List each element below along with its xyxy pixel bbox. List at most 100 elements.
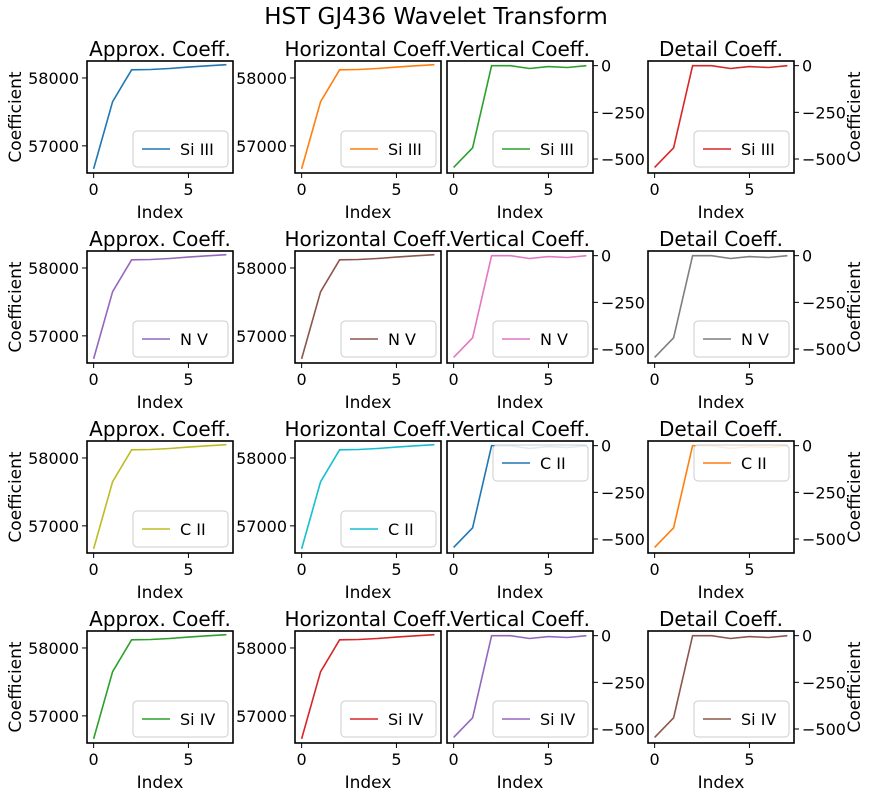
legend-label: Si III xyxy=(388,140,422,159)
series-line xyxy=(92,63,227,170)
subplot-title: Detail Coeff. xyxy=(659,607,783,631)
plot-frame xyxy=(86,250,234,364)
legend-label: N V xyxy=(388,330,416,349)
legend: C II xyxy=(693,444,790,482)
subplot-2-2: Horizontal Coeff. 0 5 Index 57000 58000 N V xyxy=(236,227,451,413)
x-axis-label: Index xyxy=(497,203,544,223)
legend-box xyxy=(693,700,790,738)
series-line xyxy=(453,254,587,358)
legend-label: N V xyxy=(180,330,208,349)
legend: Si IV xyxy=(340,700,437,738)
series-line xyxy=(654,634,788,738)
y-tick-label: 57000 xyxy=(236,327,287,346)
legend-label: Si III xyxy=(741,140,775,159)
plot-frame xyxy=(86,440,234,554)
x-axis-label: Index xyxy=(345,203,392,223)
subplot-4-1: Approx. Coeff. 0 5 Index 57000 58000Coefficie… xyxy=(6,607,234,793)
legend: Si IV xyxy=(132,700,229,738)
legend: Si III xyxy=(693,130,790,168)
series-line xyxy=(300,253,435,360)
y-axis-label: Coefficient xyxy=(6,71,26,162)
legend: Si III xyxy=(492,130,589,168)
legend-label: Si IV xyxy=(540,710,575,729)
series-line xyxy=(300,443,435,550)
subplot-3-2: Horizontal Coeff. 0 5 Index 57000 58000 C II xyxy=(236,417,451,603)
y-tick-label: −500 xyxy=(802,530,846,549)
figure-title: HST GJ436 Wavelet Transform xyxy=(264,4,608,30)
y-tick-label: 57000 xyxy=(236,707,287,726)
x-tick-label: 5 xyxy=(543,180,553,199)
subplot-title: Horizontal Coeff. xyxy=(284,227,451,251)
x-tick-label: 0 xyxy=(89,370,99,389)
x-tick-label: 5 xyxy=(744,750,754,769)
subplot-title: Vertical Coeff. xyxy=(450,37,590,61)
x-tick-label: 5 xyxy=(183,370,193,389)
plot-frame xyxy=(294,250,442,364)
y-axis-label: Coefficient xyxy=(845,451,865,542)
legend: Si IV xyxy=(693,700,790,738)
y-tick-label: −250 xyxy=(802,293,846,312)
y-tick-label: 0 xyxy=(601,437,611,456)
x-axis-label: Index xyxy=(698,583,745,603)
subplot-1-4: Detail Coeff. 0 5 Index 0 −250 −500 Coefficient… xyxy=(647,37,865,223)
series-line xyxy=(453,634,587,738)
y-tick-label: −250 xyxy=(802,103,846,122)
legend-box xyxy=(693,444,790,482)
y-axis-label: Coefficient xyxy=(845,261,865,352)
plot-frame xyxy=(647,440,795,554)
y-tick-label: 57000 xyxy=(28,137,79,156)
x-tick-label: 5 xyxy=(391,750,401,769)
y-tick-label: 58000 xyxy=(28,259,79,278)
series-line xyxy=(654,254,788,358)
x-tick-label: 5 xyxy=(543,370,553,389)
y-tick-label: 0 xyxy=(802,437,812,456)
x-axis-label: Index xyxy=(345,773,392,793)
x-tick-label: 5 xyxy=(744,560,754,579)
legend-box xyxy=(492,700,589,738)
y-tick-label: 58000 xyxy=(236,449,287,468)
subplot-2-4: Detail Coeff. 0 5 Index 0 −250 −500 Coefficient… xyxy=(647,227,865,413)
subplot-4-4: Detail Coeff. 0 5 Index 0 −250 −500 Coefficient… xyxy=(647,607,865,793)
subplot-title: Detail Coeff. xyxy=(659,417,783,441)
series-line xyxy=(92,633,227,740)
x-axis-label: Index xyxy=(137,583,184,603)
y-tick-label: 58000 xyxy=(236,639,287,658)
legend-box xyxy=(340,320,437,358)
x-tick-label: 0 xyxy=(297,370,307,389)
legend-box xyxy=(693,130,790,168)
y-tick-label: −250 xyxy=(601,293,645,312)
legend-label: C II xyxy=(388,520,414,539)
x-tick-label: 0 xyxy=(297,750,307,769)
y-tick-label: −250 xyxy=(601,673,645,692)
y-tick-label: 58000 xyxy=(236,69,287,88)
plot-frame xyxy=(647,60,795,174)
subplot-3-1: Approx. Coeff. 0 5 Index 57000 58000Coefficie… xyxy=(6,417,234,603)
plot-frame xyxy=(446,60,594,174)
x-tick-label: 5 xyxy=(183,180,193,199)
legend-label: Si III xyxy=(180,140,214,159)
x-tick-label: 5 xyxy=(391,560,401,579)
series-line xyxy=(92,253,227,360)
y-tick-label: −500 xyxy=(601,340,645,359)
x-tick-label: 5 xyxy=(543,560,553,579)
y-tick-label: −250 xyxy=(802,673,846,692)
subplot-title: Horizontal Coeff. xyxy=(284,417,451,441)
x-tick-label: 5 xyxy=(744,370,754,389)
legend-box xyxy=(132,700,229,738)
subplot-title: Approx. Coeff. xyxy=(89,227,231,251)
subplot-1-2: Horizontal Coeff. 0 5 Index 57000 58000 Si III xyxy=(236,37,451,223)
x-tick-label: 5 xyxy=(391,370,401,389)
y-tick-label: 0 xyxy=(802,627,812,646)
x-axis-label: Index xyxy=(698,393,745,413)
plot-frame xyxy=(86,60,234,174)
series-line xyxy=(300,633,435,740)
subplot-3-4: Detail Coeff. 0 5 Index 0 −250 −500 Coefficient… xyxy=(647,417,865,603)
y-axis-label: Coefficient xyxy=(6,261,26,352)
y-tick-label: −500 xyxy=(601,150,645,169)
legend: Si III xyxy=(132,130,229,168)
legend-label: N V xyxy=(540,330,568,349)
y-tick-label: 57000 xyxy=(28,327,79,346)
subplot-title: Approx. Coeff. xyxy=(89,607,231,631)
y-tick-label: −250 xyxy=(601,103,645,122)
